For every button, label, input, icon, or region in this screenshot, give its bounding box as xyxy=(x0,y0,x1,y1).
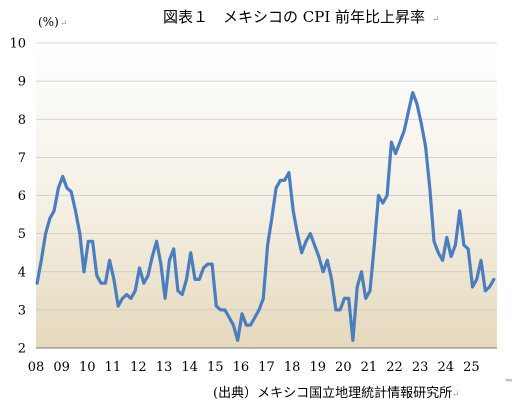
y-tick-label: 8 xyxy=(18,113,26,128)
y-tick-label: 7 xyxy=(18,151,26,166)
x-tick-label: 22 xyxy=(386,360,403,375)
x-tick-label: 15 xyxy=(207,360,224,375)
y-tick-label: 6 xyxy=(18,189,26,204)
x-tick-label: 18 xyxy=(284,360,301,375)
chart-title: 図表１ メキシコの CPI 前年比上昇率 xyxy=(163,8,425,26)
x-tick-label: 10 xyxy=(79,360,96,375)
x-tick-label: 14 xyxy=(181,360,198,375)
x-tick-label: 16 xyxy=(233,360,250,375)
unit-return-mark: ↵ xyxy=(60,19,68,29)
x-tick-label: 25 xyxy=(463,360,480,375)
x-tick-label: 08 xyxy=(28,360,45,375)
x-tick-labels: 08 09 10 11 12 13 14 15 16 17 18 19 20 21 22 23 24 25 xyxy=(28,360,480,375)
x-tick-label: 19 xyxy=(309,360,326,375)
x-tick-label: 20 xyxy=(335,360,352,375)
x-tick-label: 17 xyxy=(258,360,275,375)
y-tick-label: 5 xyxy=(18,227,26,242)
y-axis-unit: (%) xyxy=(38,15,59,29)
x-tick-label: 23 xyxy=(412,360,429,375)
source-return-mark: ↵ xyxy=(452,390,460,400)
series-line xyxy=(35,91,496,342)
x-tick-label: 09 xyxy=(53,360,70,375)
y-tick-label: 4 xyxy=(18,265,26,280)
x-tick-label: 21 xyxy=(361,360,378,375)
side-arrow-mark: ⇐ xyxy=(505,376,513,386)
x-tick-label: 11 xyxy=(105,360,122,375)
x-tick-label: 13 xyxy=(156,360,173,375)
y-tick-label: 2 xyxy=(18,342,26,357)
y-tick-labels: 2 3 4 5 6 7 8 9 10 xyxy=(9,37,26,357)
title-return-mark: ↵ xyxy=(432,15,440,25)
source-note: (出典）メキシコ国立地理統計情報研究所 xyxy=(213,385,452,401)
x-tick-label: 12 xyxy=(130,360,147,375)
x-tick-label: 24 xyxy=(438,360,455,375)
y-tick-label: 10 xyxy=(9,37,26,52)
y-tick-label: 3 xyxy=(18,303,26,318)
y-tick-label: 9 xyxy=(18,75,26,90)
